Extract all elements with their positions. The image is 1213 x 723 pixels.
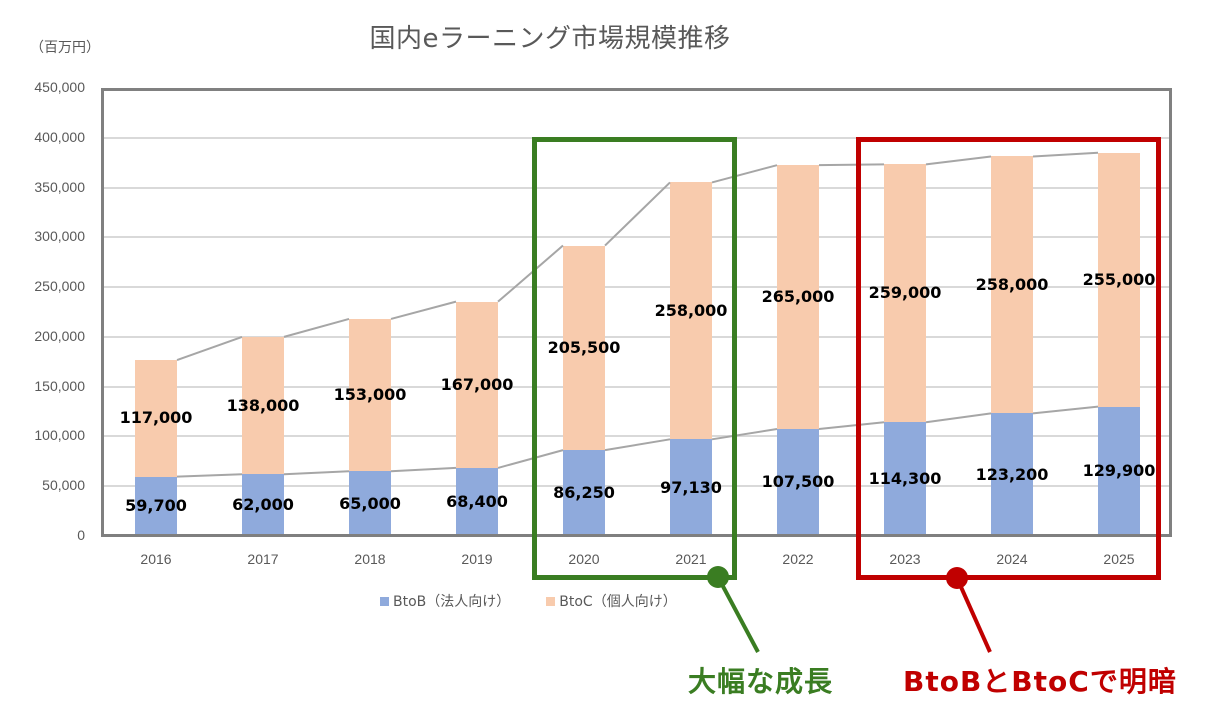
data-label-btob: 97,130 xyxy=(660,477,722,497)
x-tick-label: 2022 xyxy=(782,551,814,567)
x-tick-label: 2016 xyxy=(140,551,172,567)
y-tick-label: 150,000 xyxy=(34,377,85,394)
btoc-connector-line xyxy=(176,151,1099,362)
data-label-btob: 114,300 xyxy=(868,469,942,489)
contrast-highlight-box xyxy=(856,137,1161,580)
legend-label-btoc: BtoC（個人向け） xyxy=(559,594,677,610)
bar-btoc-2022[interactable] xyxy=(777,165,819,429)
bar-btoc-2019[interactable] xyxy=(456,301,498,468)
chart-title: 国内eラーニング市場規模推移 xyxy=(369,24,731,54)
bar-btoc-2024[interactable] xyxy=(991,156,1033,414)
data-label-btob: 129,900 xyxy=(1082,461,1156,481)
bar-btob-2017[interactable] xyxy=(242,474,284,536)
x-tick-label: 2025 xyxy=(1103,551,1135,567)
x-tick-label: 2018 xyxy=(354,551,386,567)
y-tick-label: 200,000 xyxy=(34,327,85,344)
growth-callout-dot-icon xyxy=(707,566,729,588)
bar-btoc-2016[interactable] xyxy=(135,360,177,477)
plot-area xyxy=(101,88,1172,536)
legend-item-btoc[interactable]: BtoC（個人向け） xyxy=(546,591,677,611)
data-label-btob: 62,000 xyxy=(232,495,294,515)
x-tick-label: 2024 xyxy=(996,551,1028,567)
contrast-annotation: BtoBとBtoCで明暗 xyxy=(903,665,1177,698)
btob-connector-line xyxy=(176,405,1099,478)
x-tick-label: 2019 xyxy=(461,551,493,567)
btob-swatch-icon xyxy=(380,596,389,606)
bar-btob-2025[interactable] xyxy=(1098,406,1140,536)
bar-btob-2016[interactable] xyxy=(135,476,177,536)
data-label-btob: 65,000 xyxy=(339,493,401,513)
y-tick-label: 100,000 xyxy=(34,427,85,444)
data-label-btoc: 205,500 xyxy=(547,337,621,357)
y-tick-label: 0 xyxy=(77,527,85,543)
bar-btob-2020[interactable] xyxy=(563,450,605,536)
gridline xyxy=(104,186,1169,189)
data-label-btob: 68,400 xyxy=(446,491,508,511)
data-label-btoc: 258,000 xyxy=(654,300,728,320)
data-label-btoc: 138,000 xyxy=(226,395,300,415)
bar-btoc-2021[interactable] xyxy=(670,182,712,440)
y-axis-unit: （百万円） xyxy=(30,40,100,56)
gridline xyxy=(104,435,1169,438)
bar-btoc-2020[interactable] xyxy=(563,245,605,451)
data-label-btoc: 167,000 xyxy=(440,374,514,394)
y-tick-label: 450,000 xyxy=(34,79,85,95)
y-tick-label: 300,000 xyxy=(34,228,85,245)
y-tick-label: 250,000 xyxy=(34,278,85,295)
x-tick-label: 2017 xyxy=(247,551,279,567)
data-label-btob: 59,700 xyxy=(125,496,187,516)
bar-btoc-2023[interactable] xyxy=(884,164,926,423)
x-tick-label: 2023 xyxy=(889,551,921,567)
data-label-btob: 86,250 xyxy=(553,483,615,503)
bar-btob-2019[interactable] xyxy=(456,467,498,536)
x-tick-label: 2021 xyxy=(675,551,707,567)
bar-btoc-2018[interactable] xyxy=(349,318,391,472)
data-label-btoc: 117,000 xyxy=(119,408,193,428)
bar-btoc-2025[interactable] xyxy=(1098,152,1140,407)
y-tick-label: 50,000 xyxy=(42,477,85,494)
gridline xyxy=(104,286,1169,289)
bar-btob-2023[interactable] xyxy=(884,422,926,536)
legend: BtoB（法人向け） BtoC（個人向け） xyxy=(380,591,677,611)
data-label-btoc: 258,000 xyxy=(975,274,1049,294)
data-label-btoc: 259,000 xyxy=(868,283,942,303)
y-tick-label: 400,000 xyxy=(34,128,85,145)
data-label-btoc: 153,000 xyxy=(333,385,407,405)
data-label-btoc: 265,000 xyxy=(761,287,835,307)
data-label-btob: 123,200 xyxy=(975,464,1049,484)
x-axis-line xyxy=(101,534,1172,537)
legend-label-btob: BtoB（法人向け） xyxy=(393,594,511,610)
btoc-swatch-icon xyxy=(546,596,556,606)
data-label-btob: 107,500 xyxy=(761,472,835,492)
growth-highlight-box xyxy=(532,137,737,580)
bar-btob-2018[interactable] xyxy=(349,471,391,536)
gridline xyxy=(104,485,1169,488)
growth-annotation: 大幅な成長 xyxy=(688,665,834,698)
contrast-callout-line xyxy=(955,577,992,653)
bar-btoc-2017[interactable] xyxy=(242,336,284,475)
contrast-callout-dot-icon xyxy=(946,567,968,589)
data-label-btoc: 255,000 xyxy=(1082,269,1156,289)
gridline xyxy=(104,335,1169,338)
gridline xyxy=(104,385,1169,388)
x-tick-label: 2020 xyxy=(568,551,600,567)
bar-btob-2021[interactable] xyxy=(670,439,712,536)
y-tick-label: 350,000 xyxy=(34,178,85,195)
gridline xyxy=(104,236,1169,239)
bar-btob-2024[interactable] xyxy=(991,413,1033,536)
legend-item-btob[interactable]: BtoB（法人向け） xyxy=(380,591,510,611)
bar-btob-2022[interactable] xyxy=(777,428,819,536)
growth-callout-line xyxy=(716,576,760,653)
